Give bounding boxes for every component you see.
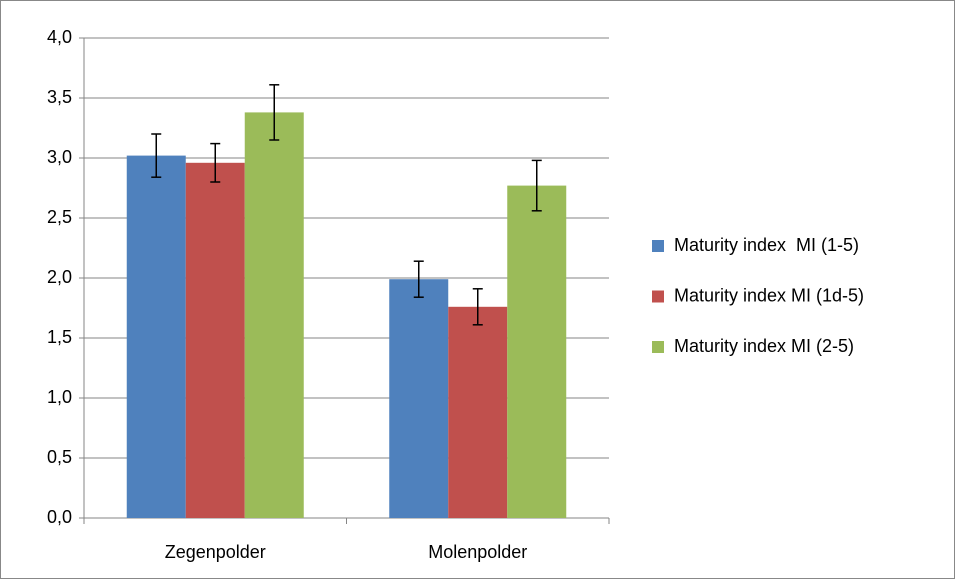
y-tick-label: 0,0 xyxy=(47,507,72,527)
y-tick-label: 3,5 xyxy=(47,87,72,107)
x-tick-label: Molenpolder xyxy=(428,542,527,562)
y-tick-label: 0,5 xyxy=(47,447,72,467)
error-bar xyxy=(413,260,424,298)
bar xyxy=(448,306,508,518)
y-tick-label: 3,0 xyxy=(47,147,72,167)
legend-swatch xyxy=(652,240,664,252)
x-tick-label: Zegenpolder xyxy=(165,542,266,562)
legend-swatch xyxy=(652,290,664,303)
legend-swatch xyxy=(652,341,664,353)
legend-label: Maturity index MI (2-5) xyxy=(674,336,854,356)
y-tick-label: 1,5 xyxy=(47,327,72,347)
bar xyxy=(507,185,567,518)
error-bar xyxy=(269,84,280,141)
y-tick-label: 4,0 xyxy=(47,27,72,47)
bar xyxy=(126,155,186,518)
bar xyxy=(389,279,449,518)
y-tick-label: 2,5 xyxy=(47,207,72,227)
bar xyxy=(185,162,245,519)
legend-label: Maturity index MI (1-5) xyxy=(674,235,859,255)
error-bar xyxy=(151,133,162,178)
y-tick-label: 2,0 xyxy=(47,267,72,287)
error-bar xyxy=(210,142,221,183)
y-tick-label: 1,0 xyxy=(47,387,72,407)
error-bar xyxy=(531,159,542,212)
legend-label: Maturity index MI (1d-5) xyxy=(674,285,864,305)
error-bar xyxy=(472,288,483,326)
bar xyxy=(244,112,304,519)
